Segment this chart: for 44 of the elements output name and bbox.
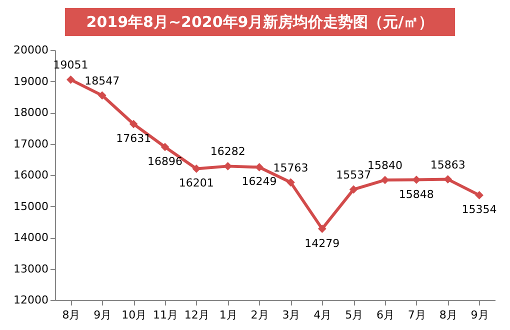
y-tick-label: 15000: [14, 200, 48, 213]
x-tick-label: 6月: [376, 308, 394, 322]
x-tick-label: 4月: [314, 308, 332, 322]
y-tick-label: 20000: [14, 44, 48, 56]
data-label: 15354: [462, 203, 497, 216]
y-tick-label: 14000: [14, 231, 48, 244]
data-label: 14279: [304, 236, 340, 250]
chart-title: 2019年8月~2020年9月新房均价走势图（元/㎡）: [86, 13, 434, 31]
x-tick-label: 8月: [439, 308, 458, 322]
x-tick-label: 10月: [122, 308, 147, 322]
x-tick-label: 7月: [408, 308, 426, 322]
point: [160, 142, 170, 152]
data-label: 16201: [178, 176, 214, 190]
data-label: 16282: [210, 145, 246, 158]
x-tick-label: 11月: [153, 308, 178, 322]
y-tick-label: 12000: [14, 294, 48, 306]
point: [98, 91, 106, 100]
x-tick-label: 8月: [62, 308, 80, 322]
y-tick-label: 19000: [14, 74, 48, 88]
x-tick-label: 9月: [470, 308, 489, 322]
data-label: 16896: [148, 155, 182, 168]
data-label: 16249: [242, 175, 277, 188]
y-tick-label: 16000: [14, 168, 48, 182]
point: [349, 185, 358, 194]
point: [475, 191, 484, 200]
x-tick-label: 9月: [94, 308, 112, 322]
data-label: 15863: [430, 158, 466, 172]
x-tick-label: 12月: [184, 308, 210, 322]
data-label: 19051: [53, 58, 88, 72]
x-tick-label: 2月: [250, 308, 269, 322]
data-label: 15763: [273, 161, 308, 174]
data-label: 17631: [116, 132, 152, 146]
point: [318, 224, 326, 233]
point: [286, 178, 295, 187]
data-label: 15848: [398, 188, 434, 201]
y-tick-label: 17000: [14, 137, 48, 150]
x-tick-label: 1月: [219, 308, 238, 322]
y-tick-label: 18000: [14, 106, 48, 119]
point: [129, 120, 138, 128]
data-label: 18547: [84, 74, 120, 88]
x-tick-label: 3月: [282, 308, 300, 322]
point: [66, 75, 75, 84]
x-tick-label: 5月: [345, 308, 364, 322]
y-tick-label: 13000: [14, 262, 48, 276]
